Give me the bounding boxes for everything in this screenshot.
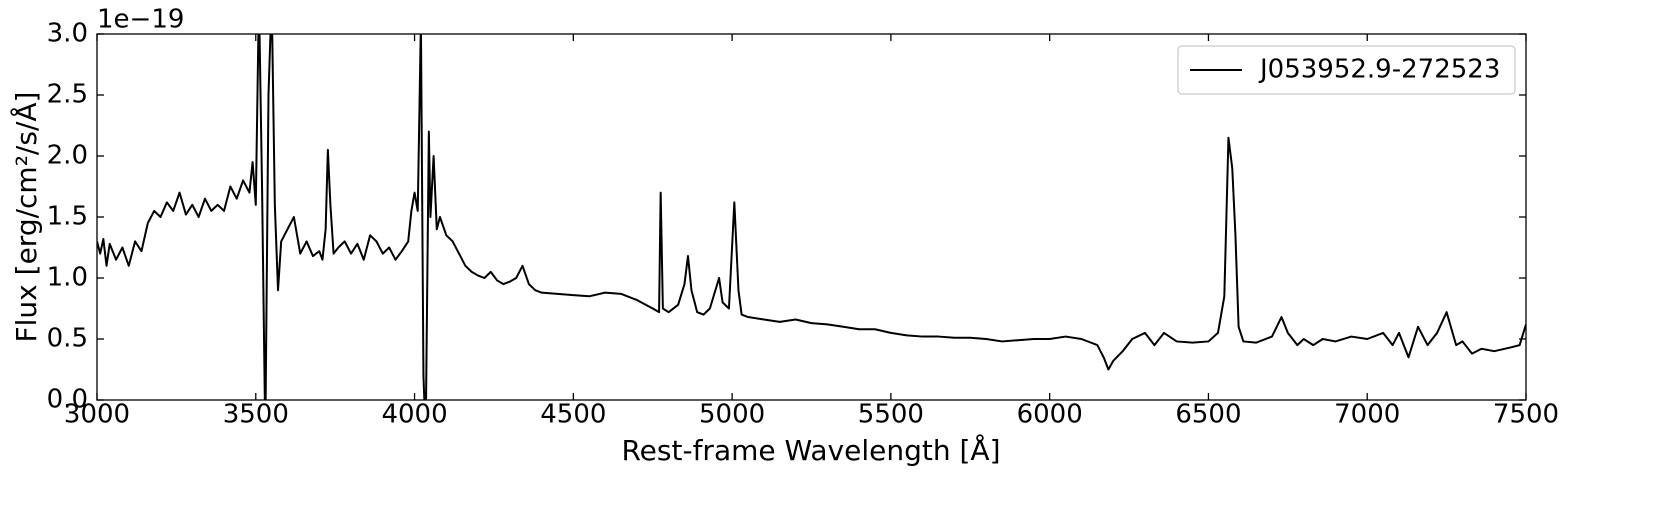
y-axis-label: Flux [erg/cm²/s/Å] bbox=[9, 92, 43, 343]
x-tick-label: 7500 bbox=[1493, 400, 1559, 430]
x-tick-label: 7000 bbox=[1334, 400, 1400, 430]
y-tick-label: 0.5 bbox=[47, 324, 88, 354]
x-tick-label: 3500 bbox=[223, 400, 289, 430]
plot-area bbox=[97, 34, 1526, 400]
plot-frame bbox=[96, 33, 1527, 401]
spectrum-line bbox=[97, 34, 1526, 400]
x-tick-label: 5500 bbox=[858, 400, 924, 430]
legend-label: J053952.9-272523 bbox=[1258, 55, 1500, 85]
x-tick-label: 6000 bbox=[1017, 400, 1083, 430]
x-tick-label: 5000 bbox=[699, 400, 765, 430]
y-tick-label: 3.0 bbox=[47, 19, 88, 49]
legend-box bbox=[1177, 45, 1516, 95]
y-tick-label: 1.5 bbox=[47, 202, 88, 232]
x-tick-label: 4000 bbox=[381, 400, 447, 430]
y-tick-label: 2.5 bbox=[47, 80, 88, 110]
y-tick-label: 1.0 bbox=[47, 263, 88, 293]
x-tick-label: 6500 bbox=[1175, 400, 1241, 430]
y-tick-label: 0.0 bbox=[47, 385, 88, 415]
y-tick-label: 2.0 bbox=[47, 141, 88, 171]
y-offset-label: 1e−19 bbox=[97, 5, 184, 35]
x-tick-label: 4500 bbox=[540, 400, 606, 430]
x-tick-label: 3000 bbox=[64, 400, 130, 430]
x-axis-label: Rest-frame Wavelength [Å] bbox=[621, 433, 1000, 467]
